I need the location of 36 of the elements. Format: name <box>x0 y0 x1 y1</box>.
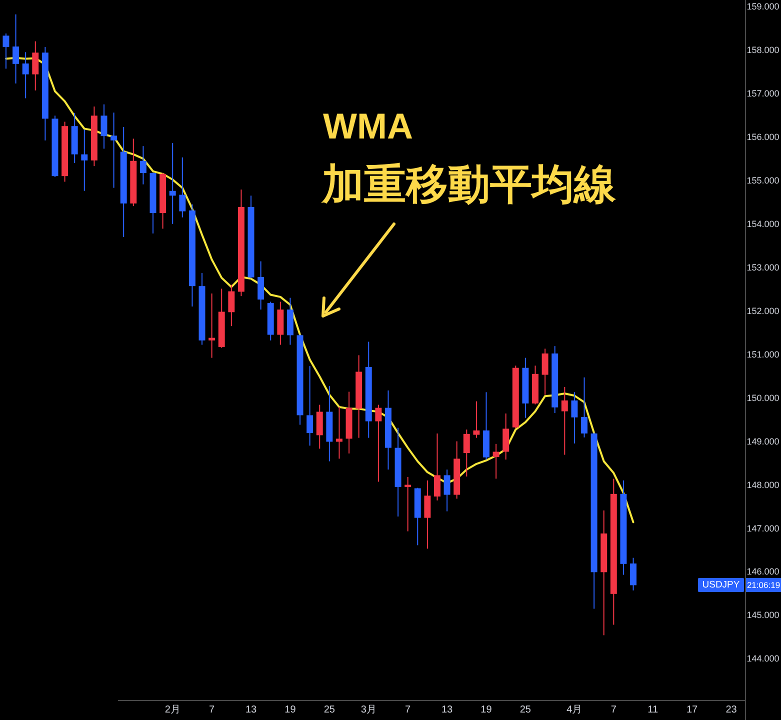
annotation: WMA <box>323 106 413 146</box>
y-tick-label: 157.000 <box>746 88 780 98</box>
y-tick-label: 147.000 <box>746 523 780 534</box>
x-tick-label: 11 <box>648 704 658 716</box>
y-tick-label: 154.000 <box>746 218 780 229</box>
x-tick-label: 19 <box>480 704 492 716</box>
annotation: 加重移動平均線 <box>321 160 617 208</box>
x-tick-label: 7 <box>405 704 412 716</box>
y-tick-label: 150.000 <box>746 392 780 403</box>
x-tick-label: 17 <box>686 704 698 716</box>
annotation: USDJPY <box>702 580 740 590</box>
x-tick-label: 23 <box>726 704 738 716</box>
y-tick-label: 148.000 <box>746 480 780 490</box>
y-tick-label: 152.000 <box>746 306 780 316</box>
y-tick-label: 155.000 <box>746 175 780 186</box>
x-tick-label: 3月 <box>360 704 376 716</box>
y-tick-label: 153.000 <box>746 262 780 272</box>
x-tick-label: 19 <box>284 704 296 716</box>
x-tick-label: 4月 <box>566 704 582 716</box>
y-tick-label: 146.000 <box>746 566 780 577</box>
x-tick-label: 13 <box>441 704 454 716</box>
x-tick-label: 25 <box>324 704 336 716</box>
y-tick-label: 145.000 <box>746 610 780 620</box>
y-tick-label: 156.000 <box>746 132 780 142</box>
y-tick-label: 151.000 <box>746 349 780 360</box>
x-tick-label: 7 <box>610 704 617 716</box>
y-tick-label: 159.000 <box>746 2 780 12</box>
y-tick-label: 158.000 <box>746 45 780 55</box>
y-tick-label: 149.000 <box>746 436 780 446</box>
y-tick-label: 144.000 <box>746 654 780 664</box>
x-tick-label: 2月 <box>164 704 180 716</box>
x-tick-label: 25 <box>520 704 532 716</box>
x-tick-label: 13 <box>245 704 258 716</box>
price-tag: USDJPY <box>698 578 744 592</box>
countdown: 21:06:19 <box>746 578 781 592</box>
x-tick-label: 7 <box>209 704 216 716</box>
